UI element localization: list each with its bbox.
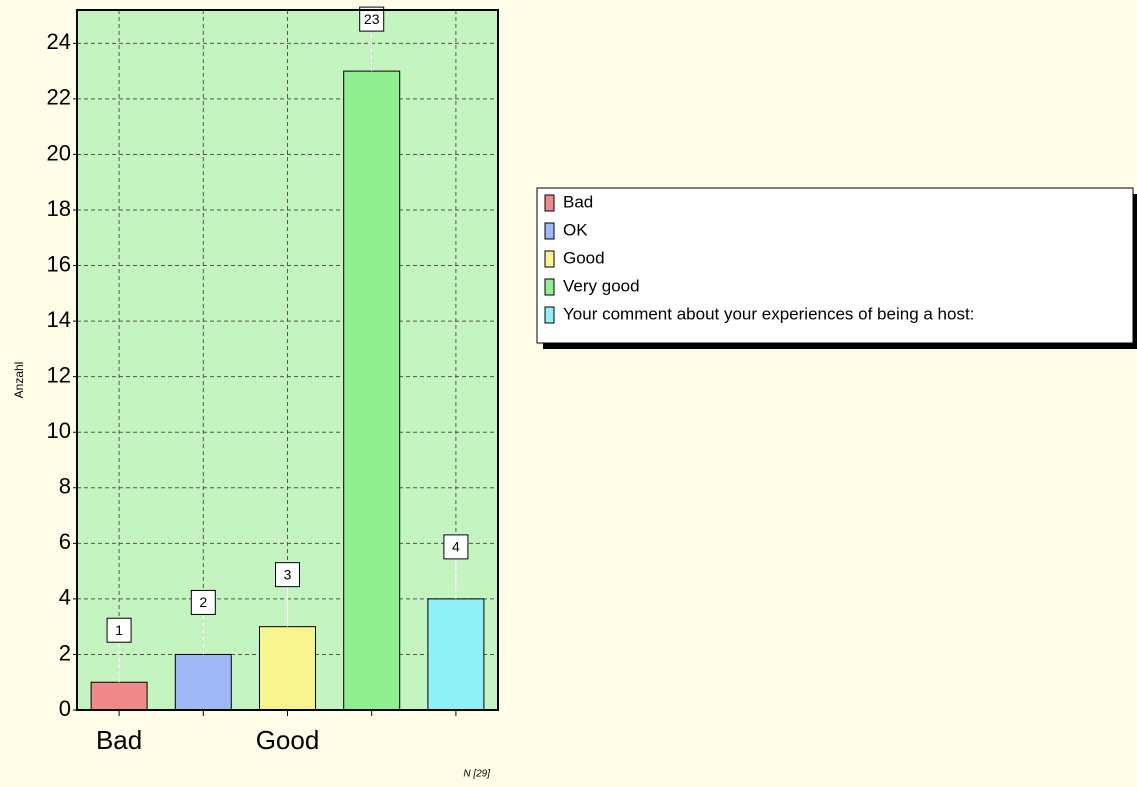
legend-label: Your comment about your experiences of b…: [563, 304, 974, 323]
value-label: 23: [364, 11, 380, 27]
y-tick-label: 10: [47, 418, 71, 443]
y-tick-label: 6: [59, 529, 71, 554]
value-label: 4: [452, 539, 460, 555]
legend: [536, 187, 1134, 344]
y-tick-label: 12: [47, 362, 71, 387]
bar: [259, 626, 316, 711]
legend-swatch: [544, 306, 555, 324]
legend-swatch: [544, 250, 555, 268]
x-tick-label: Bad: [96, 725, 142, 755]
legend-label: OK: [563, 220, 588, 239]
value-label: 2: [199, 594, 207, 610]
y-tick-label: 4: [59, 585, 71, 610]
bar: [174, 653, 232, 711]
x-tick-label: Good: [256, 725, 320, 755]
bar: [427, 598, 485, 711]
bar: [90, 681, 148, 711]
value-label-box: [190, 589, 216, 615]
value-label-box: [443, 534, 469, 560]
value-label: 1: [115, 622, 123, 638]
legend-label: Good: [563, 248, 605, 267]
y-tick-label: 8: [59, 474, 71, 499]
y-tick-label: 2: [59, 640, 71, 665]
y-tick-label: 24: [47, 29, 71, 54]
y-tick-label: 16: [47, 251, 71, 276]
legend-label: Bad: [563, 192, 593, 211]
plot-border: [76, 9, 499, 711]
legend-label: Very good: [563, 276, 640, 295]
legend-swatch: [544, 278, 555, 296]
legend-swatch: [544, 222, 555, 240]
note: N [29]: [463, 769, 490, 780]
y-axis-label: Anzahl: [12, 362, 26, 399]
legend-swatch: [544, 194, 555, 212]
y-tick-label: 20: [47, 140, 71, 165]
bar: [343, 70, 401, 711]
y-tick-label: 22: [47, 85, 71, 110]
y-tick-label: 14: [47, 307, 71, 332]
value-label-box: [275, 562, 300, 588]
y-tick-label: 18: [47, 196, 71, 221]
y-tick-label: 0: [59, 696, 71, 721]
value-label-box: [359, 6, 385, 32]
value-label-box: [106, 617, 132, 643]
value-label: 3: [284, 566, 292, 582]
